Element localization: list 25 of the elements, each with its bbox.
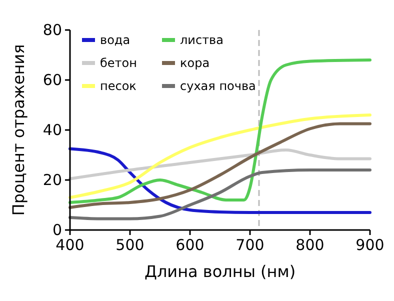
y-tick-label: 40 bbox=[42, 121, 62, 139]
legend-label: кора bbox=[180, 56, 210, 70]
x-tick-label: 500 bbox=[116, 236, 144, 254]
y-tick-label: 60 bbox=[42, 71, 62, 89]
x-tick-label: 600 bbox=[176, 236, 204, 254]
line-series bbox=[68, 114, 372, 199]
x-tick-label: 800 bbox=[296, 236, 324, 254]
line-series bbox=[68, 168, 372, 220]
y-tick-label: 0 bbox=[52, 221, 62, 239]
legend-label: вода bbox=[100, 33, 130, 47]
x-tick-label: 900 bbox=[356, 236, 384, 254]
line-series bbox=[68, 122, 372, 209]
line-series bbox=[68, 58, 372, 204]
x-tick-label: 700 bbox=[236, 236, 264, 254]
x-tick-label: 400 bbox=[56, 236, 84, 254]
legend-label: бетон bbox=[100, 56, 137, 70]
y-tick-label: 20 bbox=[42, 171, 62, 189]
legend-label: сухая почва bbox=[180, 79, 256, 93]
line-series bbox=[68, 147, 372, 214]
y-axis-title: Процент отражения bbox=[9, 44, 28, 216]
line-series bbox=[68, 148, 372, 180]
x-axis-title: Длина волны (нм) bbox=[144, 262, 296, 281]
y-tick-label: 80 bbox=[42, 21, 62, 39]
legend-label: песок bbox=[100, 79, 136, 93]
legend-label: листва bbox=[180, 33, 224, 47]
